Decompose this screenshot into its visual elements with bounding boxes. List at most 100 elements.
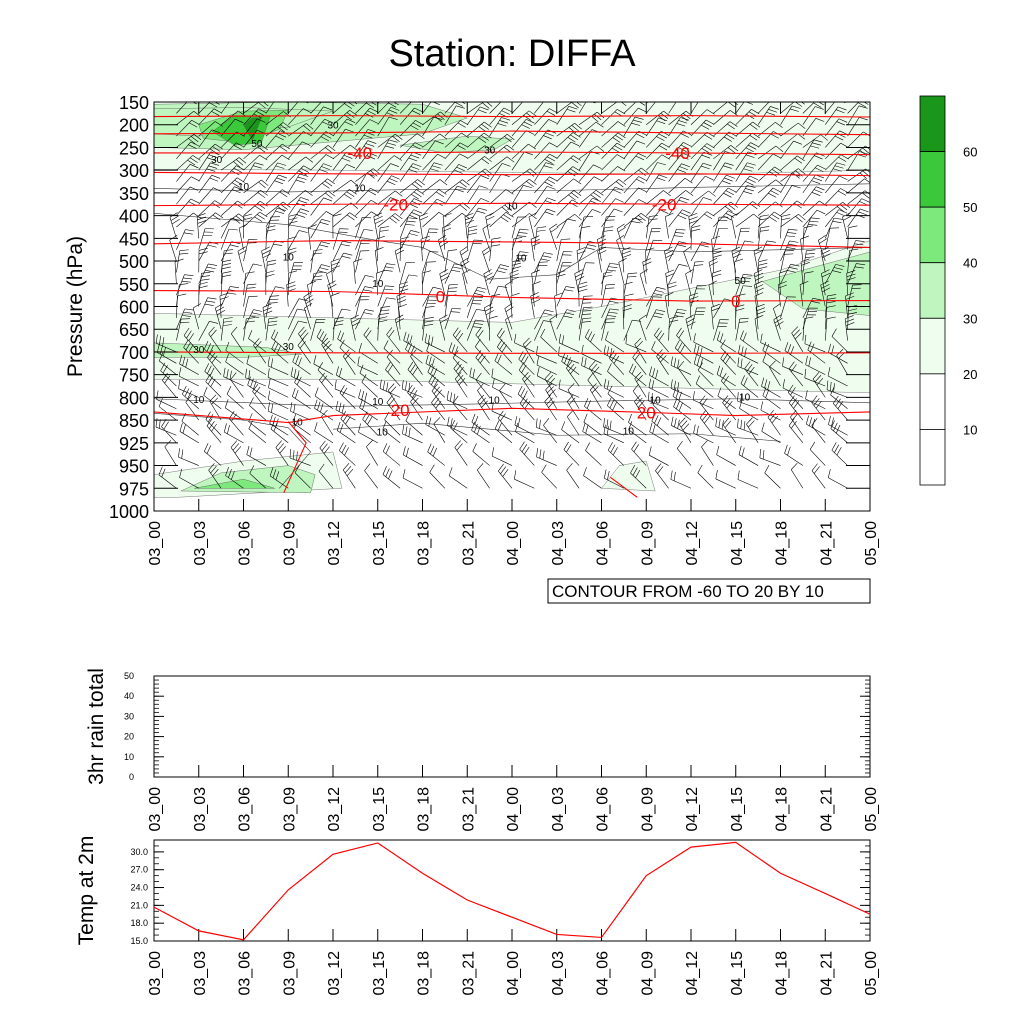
wind-barb-390 [444,164,468,182]
wind-barb-984 [827,367,848,387]
wind-barb-670 [607,442,625,466]
wind-barb-659 [622,304,632,330]
main-x-tick-label-6: 03_18 [416,521,433,566]
wind-barb-495 [511,259,521,284]
temp-x-tick-label-0: 03_00 [147,951,164,996]
wind-barb-187 [267,402,289,421]
wind-contour-10a [154,183,870,193]
wind-barb-356 [422,140,444,159]
wind-barb-730 [647,391,669,410]
temp-x-tick-label-16: 05_00 [863,951,880,996]
wind-barb-975 [847,263,866,284]
wind-barb-164 [288,141,311,159]
wind-barb-306 [377,297,396,318]
wind-barb-627 [601,308,619,330]
wind-barb-756 [685,314,696,341]
wind-barb-337 [399,281,409,307]
wind-barb-683 [645,215,659,239]
wind-barb-721 [667,281,677,307]
wind-barb-522 [534,208,556,228]
wind-barb-165 [288,156,314,171]
wind-barb-393 [444,202,470,216]
wind-barb-619 [601,216,616,239]
wind-barb-766 [676,440,692,466]
temp-contour-m30 [154,171,870,177]
wind-barb-352 [422,102,442,114]
wind-barb-336 [399,274,418,296]
wind-barb-90 [203,386,222,409]
wind-contour-label-11: 30 [193,345,205,356]
wind-barb-288 [377,102,402,114]
wind-barb-638 [585,442,602,466]
wind-barb-122 [226,385,244,409]
wind-barb-764 [671,416,692,436]
wind-barb-923 [788,395,804,421]
wind-barb-774 [713,162,734,182]
wind-barb-733 [649,422,669,444]
wind-barb-466 [489,293,501,318]
y-tick-label-9: 600 [119,298,149,318]
wind-barb-467 [484,303,495,330]
wind-barb-185 [268,378,289,398]
wind-barb-397 [437,234,449,262]
wind-barb-189 [270,420,289,444]
wind-barb-117 [230,326,244,353]
wind-barb-510 [491,447,513,466]
wind-barb-661 [605,331,625,353]
wind-barb-253 [314,422,334,444]
wind-barb-813 [735,240,754,262]
wind-barb-605 [561,421,580,444]
wind-contour-label-6: 10 [506,202,518,213]
wind-barb-473 [475,372,490,398]
wind-barb-87 [207,350,222,375]
y-tick-label-12: 750 [119,366,149,386]
wind-barb-943 [824,264,845,284]
wind-barb-754 [689,292,699,318]
main-x-tick-label-8: 04_00 [505,521,522,566]
wind-barb-734 [648,446,669,466]
wind-barb-496 [509,269,520,296]
wind-barb-433 [466,286,487,307]
wind-contour-label-16: 10 [650,396,662,407]
wind-barb-991 [827,468,848,489]
wind-barb-822 [720,339,736,364]
wind-barb-311 [357,356,378,375]
wind-barb-63 [179,468,199,489]
wind-barb-445 [450,420,468,444]
wind-barb-632 [589,360,602,387]
wind-barb-710 [668,163,691,182]
temp-contour-label-7: 20 [637,403,656,422]
wind-barb-545 [556,106,578,125]
wind-barb-479 [476,463,490,489]
wind-barb-145 [265,286,285,307]
contour-info-box: CONTOUR FROM -60 TO 20 BY 10 [547,578,871,604]
main-panel: -40 -40 -20 -20 0 0 20 20 30 50 30 30 10 10 10 10 10 10 50… [64,93,880,566]
wind-barb-780 [713,227,728,250]
wind-barb-297 [377,197,399,216]
wind-barb-450 [489,117,511,137]
wind-barb-412 [425,415,446,436]
temp-contour-30a [283,421,307,494]
wind-barb-649 [623,199,647,216]
wind-barb-342 [383,340,401,364]
wind-barb-679 [646,174,668,194]
wind-barb-407 [425,354,446,375]
temp-x-tick-label-11: 04_09 [639,951,656,996]
wind-barb-135 [265,174,288,194]
wind-barb-651 [623,217,642,239]
wind-barb-921 [782,379,804,398]
wind-barb-200 [310,190,336,205]
wind-barb-516 [534,142,558,160]
wind-barb-180 [287,320,308,341]
wind-barb-988 [828,415,848,436]
wind-barb-846 [753,246,763,273]
wind-barb-689 [645,286,666,307]
wind-barb-475 [477,394,490,421]
wind-barb-362 [422,212,447,228]
wind-barb-987 [833,395,848,421]
wind-barb-277 [337,330,356,353]
wind-barb-854 [738,344,759,364]
wind-barb-302 [374,246,384,273]
wind-contour-label-3: 30 [484,146,496,157]
wind-barb-172 [287,230,308,250]
